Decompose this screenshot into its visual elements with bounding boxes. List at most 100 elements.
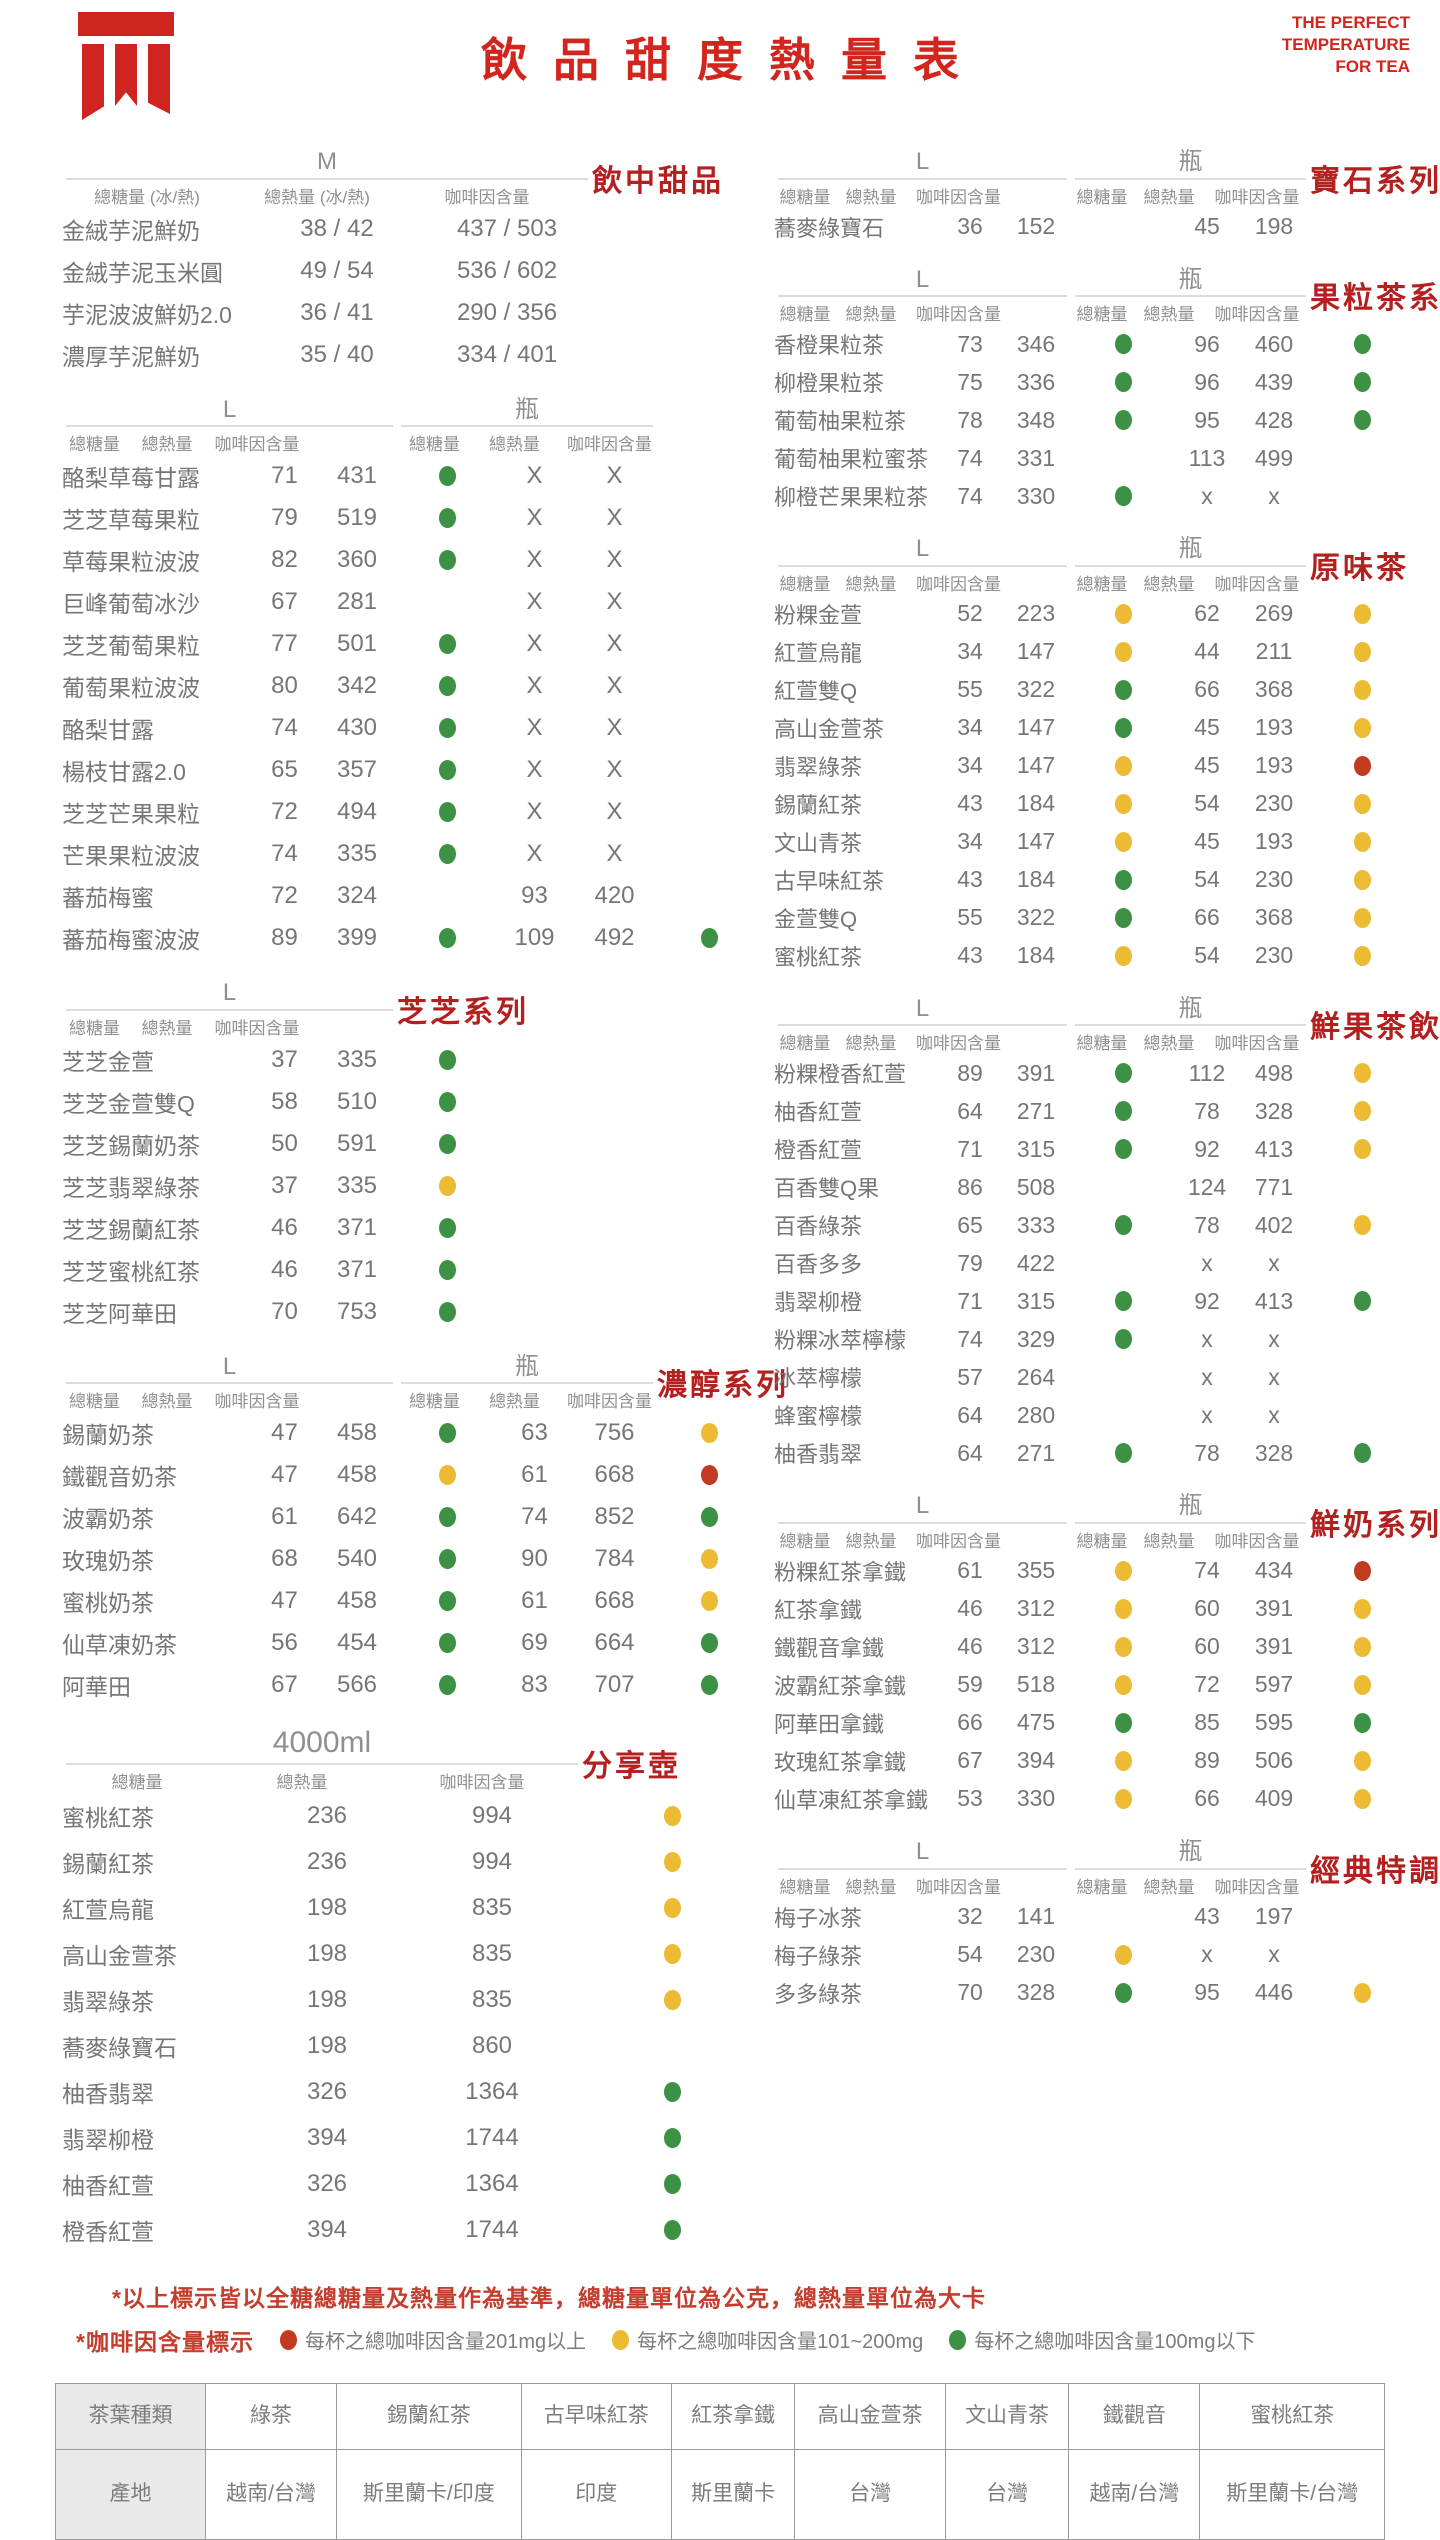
column-header-label: 總糖量 xyxy=(1076,305,1128,325)
green-dot-icon xyxy=(1115,486,1132,507)
caffeine-cell xyxy=(1310,1788,1414,1809)
column-header-label: 總糖量 xyxy=(779,305,831,325)
size-label: L xyxy=(222,395,237,423)
calorie-value: 330 xyxy=(1016,1785,1056,1812)
item-name: 蕎麥綠寶石 xyxy=(62,2034,177,2061)
caffeine-cell xyxy=(1310,1101,1414,1122)
calorie-value: 994 xyxy=(471,1801,513,1829)
item-name: 芝芝翡翠綠茶 xyxy=(62,1174,200,1201)
item-name: 柳橙芒果果粒茶 xyxy=(774,485,929,511)
item-name: 蜂蜜檸檬 xyxy=(774,1404,863,1430)
column-header-label: 總熱量 xyxy=(1143,1877,1195,1897)
sugar-value: X xyxy=(526,588,543,616)
yellow-dot-icon xyxy=(1353,1750,1371,1771)
calorie-value: x xyxy=(1268,482,1280,509)
item-name: 楊枝甘露2.0 xyxy=(62,759,186,786)
menu-item-row: 紅萱烏龍 34 147 44 211 xyxy=(774,633,1414,671)
calorie-value: 330 xyxy=(1016,482,1056,509)
yellow-dot-icon xyxy=(1115,755,1132,776)
origin-table-row: 茶葉種類 綠茶 錫蘭紅茶 古早味紅茶 紅茶拿鐵 高山金萱茶 文山青茶 鐵觀音 蜜桃紅茶 xyxy=(55,2382,1385,2450)
tagline-line: THE PERFECT xyxy=(1291,13,1410,32)
section-header: L 總糖量 總熱量 咖啡因含量 瓶總糖量 總熱量 咖啡因含量 xyxy=(62,396,762,456)
item-name: 芝芝金萱雙Q xyxy=(62,1090,195,1117)
size-group-header: 瓶總糖量 總熱量 咖啡因含量 xyxy=(1071,1492,1310,1552)
calorie-value: 335 xyxy=(336,1171,378,1199)
caffeine-cell xyxy=(1310,1598,1414,1619)
menu-item-row: 葡萄柚果粒茶 78 348 95 428 xyxy=(774,401,1414,439)
column-header-label: 總糖量 xyxy=(409,1392,460,1412)
sugar-value: 96 xyxy=(1194,330,1220,357)
caffeine-cell xyxy=(1310,869,1414,890)
item-name: 芝芝阿華田 xyxy=(62,1300,177,1327)
green-dot-icon xyxy=(1115,1291,1132,1312)
column-headers: 總糖量 總熱量 咖啡因含量 xyxy=(62,1014,397,1039)
menu-item-row: 芝芝蜜桃紅茶 46 371 xyxy=(62,1249,762,1291)
yellow-dot-icon xyxy=(1353,1674,1371,1695)
calorie-value: 597 xyxy=(1254,1671,1294,1698)
menu-item-row: 酪梨草莓甘露 71 431 X X xyxy=(62,455,762,497)
sugar-value: 74 xyxy=(271,714,298,742)
column-header-label: 總糖量 xyxy=(779,574,831,594)
sugar-value: 71 xyxy=(271,462,298,490)
sugar-value: x xyxy=(1201,1325,1213,1352)
tea-type-cell: 綠茶 xyxy=(204,2382,338,2450)
calorie-value: X xyxy=(606,504,623,532)
caffeine-cell xyxy=(1310,334,1414,355)
item-name: 梅子綠茶 xyxy=(774,1943,863,1969)
calorie-value: 211 xyxy=(1255,638,1293,665)
menu-section: 分享壺 4000ml 總糖量 總熱量 咖啡因含量 蜜桃紅茶 236 994 錫蘭紅茶 236 994… xyxy=(62,1726,762,2253)
caffeine-cell xyxy=(1310,755,1414,776)
menu-item-row: 翡翠綠茶 34 147 45 193 xyxy=(774,747,1414,785)
yellow-dot-icon xyxy=(612,2329,630,2350)
caffeine-cell xyxy=(1310,1750,1414,1771)
menu-item-row: 鐵觀音奶茶 47 458 61 668 xyxy=(62,1454,762,1496)
item-name: 波霸紅茶拿鐵 xyxy=(774,1673,907,1699)
header-rule xyxy=(1075,1024,1306,1027)
tea-type-cell: 紅茶拿鐵 xyxy=(670,2382,796,2450)
menu-section: 飲中甜品 M 總糖量 (冰/熱) 總熱量 (冰/熱) 咖啡因含量 金絨芋泥鮮奶 38 / 4… xyxy=(62,148,762,376)
caffeine-cell xyxy=(1071,1063,1176,1084)
menu-item-row: 酪梨甘露 74 430 X X xyxy=(62,707,762,749)
header-rule xyxy=(401,425,653,428)
calorie-value: 668 xyxy=(594,1587,635,1615)
menu-item-row: 玫瑰紅茶拿鐵 67 394 89 506 xyxy=(774,1742,1414,1780)
origin-row-label: 產地 xyxy=(55,2448,206,2540)
caffeine-cell xyxy=(1071,679,1176,700)
origin-row-label: 茶葉種類 xyxy=(55,2382,206,2450)
sugar-value: 45 xyxy=(1194,752,1220,779)
menu-item-row: 葡萄柚果粒蜜茶 74 331 113 499 xyxy=(774,439,1414,477)
menu-section: 鮮奶系列 L 總糖量 總熱量 咖啡因含量瓶總糖量 總熱量 咖啡因含量 粉粿紅茶拿鐵 61 355 7… xyxy=(774,1492,1439,1818)
caffeine-cell xyxy=(1310,1674,1414,1695)
item-name: 蜜桃紅茶 xyxy=(62,1804,154,1831)
calorie-value: 193 xyxy=(1254,828,1294,855)
sugar-value: 55 xyxy=(957,676,983,703)
caffeine-cell xyxy=(397,508,497,529)
green-dot-icon xyxy=(1115,1329,1132,1350)
section-title: 鮮果茶飲 xyxy=(1310,1011,1440,1045)
red-dot-icon xyxy=(279,2329,297,2350)
item-name: 玫瑰奶茶 xyxy=(62,1548,154,1575)
sugar-value: 394 xyxy=(306,2123,348,2151)
calorie-value: 510 xyxy=(336,1087,378,1115)
calorie-value: X xyxy=(606,630,623,658)
caffeine-cell xyxy=(397,676,497,697)
sugar-value: X xyxy=(526,630,543,658)
calorie-value: 322 xyxy=(1016,676,1056,703)
calorie-value: x xyxy=(1268,1249,1280,1276)
caffeine-cell xyxy=(1310,1636,1414,1657)
column-header-label: 總糖量 xyxy=(409,435,460,455)
sugar-value: 236 xyxy=(306,1847,348,1875)
size-label: L xyxy=(915,535,930,563)
column-header-label: 咖啡因含量 xyxy=(444,187,530,207)
sugar-value: 47 xyxy=(271,1461,298,1489)
calorie-value: 334 / 401 xyxy=(456,340,558,368)
sugar-value: 236 xyxy=(306,1801,348,1829)
size-label: 4000ml xyxy=(272,1726,372,1760)
menu-item-row: 梅子冰茶 32 141 43 197 xyxy=(774,1898,1414,1936)
calorie-value: x xyxy=(1268,1401,1280,1428)
calorie-value: 230 xyxy=(1254,866,1294,893)
sugar-value: 74 xyxy=(1194,1557,1220,1584)
yellow-dot-icon xyxy=(1353,679,1371,700)
green-dot-icon xyxy=(438,1549,456,1570)
item-name: 紅萱烏龍 xyxy=(62,1896,154,1923)
